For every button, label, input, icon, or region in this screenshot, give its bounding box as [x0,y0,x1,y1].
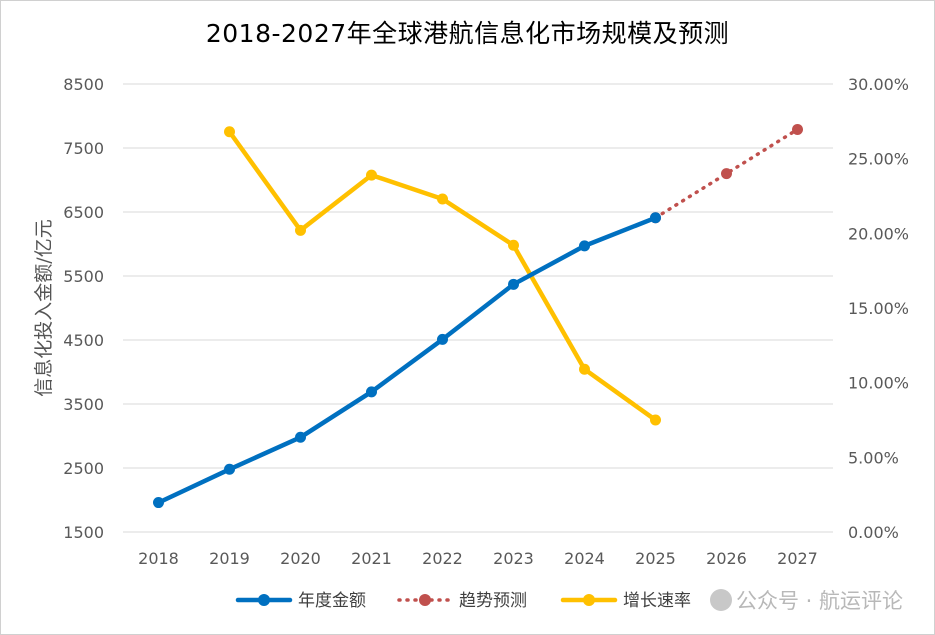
data-point [437,333,448,345]
data-point [650,414,661,426]
series-1 [650,123,803,224]
data-point [508,278,519,290]
y-axis-label: 信息化投入金额/亿元 [33,219,55,396]
data-point [650,212,661,224]
legend-swatch-marker [258,594,270,606]
x-tick-label: 2019 [209,549,250,568]
data-point [366,386,377,398]
right-tick-label: 10.00% [848,374,909,393]
data-point [721,168,732,180]
data-point [366,169,377,181]
legend: 年度金额 趋势预测 增长速率 [235,591,691,611]
right-axis-ticks: 0.00% 5.00% 10.00% 15.00% 20.00% 25.00% 30.00% [848,75,909,542]
left-tick-label: 7500 [63,139,104,158]
series-layer [153,123,803,509]
x-tick-label: 2025 [635,549,676,568]
right-tick-label: 0.00% [848,523,899,542]
legend-item: 增长速率 [560,591,691,611]
x-axis-ticks: 2018 2019 2020 2021 2022 2023 2024 2025 2026 2027 [138,549,818,568]
right-tick-label: 20.00% [848,224,909,243]
left-tick-label: 5500 [63,267,104,286]
right-tick-label: 15.00% [848,299,909,318]
x-tick-label: 2027 [777,549,818,568]
left-tick-label: 3500 [63,395,104,414]
x-tick-label: 2020 [280,549,321,568]
left-tick-label: 6500 [63,203,104,222]
left-tick-label: 2500 [63,459,104,478]
watermark: 公众号 · 航运评论 [709,585,903,615]
watermark-text: 公众号 · 航运评论 [735,589,903,613]
data-point [792,123,803,135]
legend-label: 趋势预测 [459,591,527,611]
left-axis-ticks: 1500 2500 3500 4500 5500 6500 7500 8500 [63,75,104,542]
data-point [153,497,164,509]
x-tick-label: 2026 [706,549,747,568]
legend-label: 增长速率 [623,591,691,611]
legend-swatch-marker [419,594,431,606]
data-point [295,431,306,443]
right-tick-label: 30.00% [848,75,909,94]
x-tick-label: 2023 [493,549,534,568]
series-0 [153,212,661,509]
series-2 [224,126,661,426]
right-tick-label: 25.00% [848,150,909,169]
data-point [224,126,235,138]
chart-title: 2018-2027年全球港航信息化市场规模及预测 [205,19,730,48]
series-line [156,215,658,505]
data-point [224,463,235,475]
wechat-icon [709,589,732,611]
legend-label: 年度金额 [298,591,366,611]
data-point [579,240,590,252]
legend-item: 年度金额 [235,591,366,611]
x-tick-label: 2022 [422,549,463,568]
left-tick-label: 8500 [63,75,104,94]
x-tick-label: 2021 [351,549,392,568]
x-tick-label: 2018 [138,549,179,568]
right-tick-label: 5.00% [848,448,899,467]
left-tick-label: 4500 [63,331,104,350]
data-point [508,239,519,251]
data-point [579,363,590,375]
x-tick-label: 2024 [564,549,605,568]
legend-swatch-marker [583,594,595,606]
data-point [295,224,306,236]
data-point [437,193,448,205]
left-tick-label: 1500 [63,523,104,542]
legend-item: 趋势预测 [397,591,527,611]
